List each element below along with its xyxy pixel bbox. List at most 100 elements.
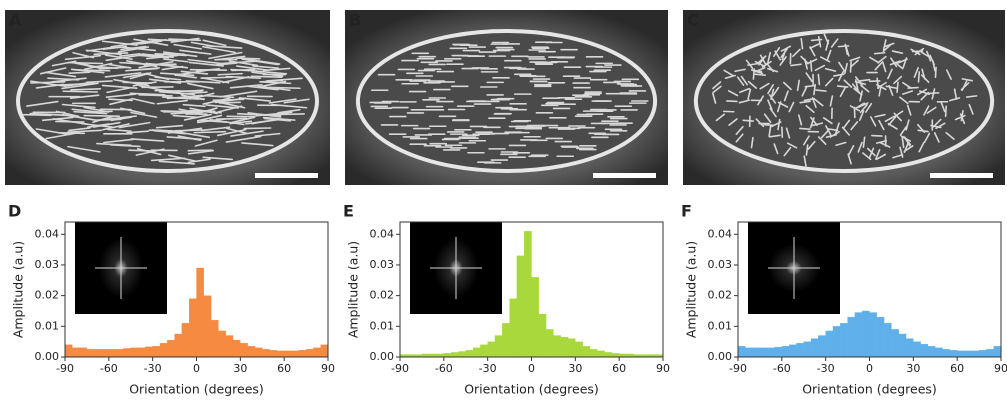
sem-image: A [5,10,330,185]
panel-label: D [8,202,21,221]
y-axis-label: Amplitude (a.u) [346,241,361,338]
histogram-bar [826,331,833,357]
panel-label: E [343,202,354,221]
histogram-bar [262,349,269,357]
histogram-bar [789,345,796,357]
histogram-bar [495,336,502,357]
y-tick-label: 0.03 [708,258,733,271]
histogram-bar [575,342,582,357]
y-tick-label: 0.01 [370,319,395,332]
sem-texture [839,46,849,47]
histogram-bar [855,313,862,357]
y-tick-label: 0.04 [370,227,395,240]
histogram-bar [138,348,145,357]
panel-label: B [349,11,361,30]
y-tick-label: 0.01 [35,319,60,332]
histogram-bar [306,349,313,357]
y-tick-label: 0.02 [708,289,733,302]
sem-texture [217,118,247,119]
sem-texture [194,132,225,133]
sem-texture [727,101,737,102]
histogram-bar [80,348,87,357]
x-tick-label: -30 [144,362,162,375]
histogram-bar [590,349,597,357]
histogram-bar [226,336,233,357]
x-tick-label: -90 [391,362,409,375]
histogram-bar [906,339,913,357]
histogram-bar [65,345,72,357]
histogram-bar [943,349,950,357]
y-tick-label: 0.04 [35,227,60,240]
histogram-bar [957,351,964,357]
histogram-bar [116,349,123,357]
x-tick-label: -90 [56,362,74,375]
sem-texture [251,76,281,77]
histogram-bar [473,348,480,357]
sem-texture [838,86,848,87]
x-tick-label: 30 [906,362,920,375]
sem-texture [755,74,765,75]
sem-texture [908,88,918,89]
panel-label: F [681,202,692,221]
histogram-bar [458,351,465,357]
histogram-bar [979,350,986,357]
histogram-bar [240,343,247,357]
histogram-bar [451,352,458,357]
histogram-bar [502,323,509,357]
sem-texture [244,128,270,129]
histogram-bar [745,348,752,357]
sem-texture [63,91,97,92]
histogram-bar [189,299,196,357]
histogram-bar [532,277,539,357]
x-tick-label: 0 [193,362,200,375]
histogram-bar [517,256,524,357]
histogram-bar [884,323,891,357]
histogram-bar [553,336,560,357]
histogram-bar [840,323,847,357]
sem-texture [918,72,919,82]
histogram-bar [102,349,109,357]
histogram-bar [211,320,218,357]
histogram-bar [182,323,189,357]
sem-texture [213,99,243,100]
sem-texture [24,115,51,116]
histogram-bar [167,340,174,357]
x-tick-label: -30 [817,362,835,375]
histogram-bar [444,353,451,357]
histogram-bar [848,317,855,357]
sem-texture [84,116,119,117]
sem-texture [818,74,819,84]
histogram-bar [94,349,101,357]
histogram-bar [862,311,869,357]
x-tick-label: -60 [773,362,791,375]
x-tick-label: 60 [950,362,964,375]
x-tick-label: 30 [233,362,247,375]
histogram-bar [899,334,906,357]
histogram-bar [561,337,568,357]
y-tick-label: 0.02 [35,289,60,302]
x-tick-label: 90 [656,362,670,375]
x-tick-label: 60 [612,362,626,375]
x-tick-label: 30 [568,362,582,375]
histogram-bar [891,329,898,357]
histogram-bar [597,351,604,357]
sem-texture [875,53,885,54]
y-tick-label: 0.03 [35,258,60,271]
y-tick-label: 0.03 [370,258,395,271]
histogram-bar [248,346,255,357]
histogram-bar [612,353,619,357]
histogram-bar [818,336,825,357]
histogram-bar [270,350,277,357]
scale-bar [593,173,656,178]
histogram-bar [109,349,116,357]
x-tick-label: 0 [866,362,873,375]
sem-texture [897,82,898,92]
sem-image: B [345,10,668,185]
histogram-bar [153,346,160,357]
sem-texture [232,70,255,71]
histogram-bar [480,345,487,357]
histogram-bar [972,351,979,357]
